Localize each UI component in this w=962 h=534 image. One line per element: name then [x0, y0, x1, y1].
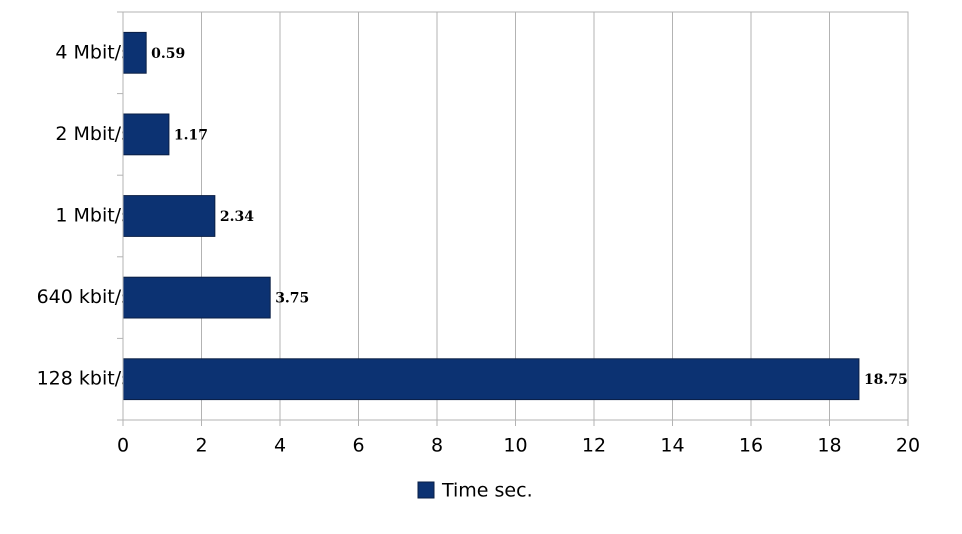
x-tick-label: 10 — [503, 435, 527, 457]
x-tick-label: 4 — [274, 435, 286, 457]
bar — [122, 195, 216, 237]
data-label: 2.34 — [220, 209, 254, 225]
bar — [122, 276, 271, 319]
y-tick-label: 640 kbit/s — [37, 286, 131, 308]
x-tick-label: 8 — [431, 435, 443, 457]
y-tick-label: 4 Mbit/s — [55, 41, 131, 63]
data-label: 18.75 — [864, 372, 908, 388]
bar — [122, 31, 147, 74]
x-tick-label: 16 — [739, 435, 763, 457]
x-tick-label: 6 — [352, 435, 364, 457]
x-tick-label: 14 — [660, 435, 684, 457]
bar — [122, 358, 860, 401]
x-tick-label: 0 — [117, 435, 129, 457]
legend-label: Time sec. — [441, 480, 533, 502]
x-tick-label: 18 — [817, 435, 841, 457]
bar — [122, 113, 170, 156]
data-label: 1.17 — [174, 127, 208, 143]
x-tick-label: 2 — [195, 435, 207, 457]
y-tick-label: 128 kbit/s — [37, 368, 131, 390]
data-label: 0.59 — [151, 46, 185, 62]
data-label: 3.75 — [275, 291, 309, 307]
legend-swatch — [417, 481, 435, 499]
x-tick-label: 12 — [582, 435, 606, 457]
y-tick-label: 2 Mbit/s — [55, 123, 131, 145]
y-tick-label: 1 Mbit/s — [55, 205, 131, 227]
x-tick-label: 20 — [896, 435, 920, 457]
